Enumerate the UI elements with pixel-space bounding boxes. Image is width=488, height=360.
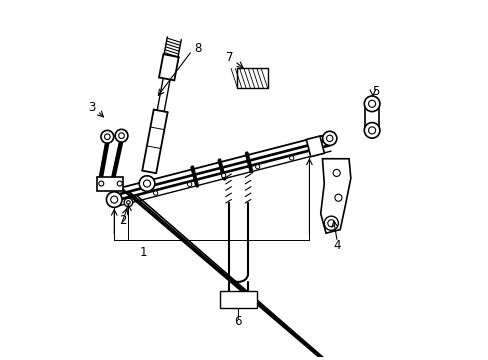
Text: 1: 1 [140, 246, 147, 259]
Circle shape [334, 194, 341, 201]
Circle shape [115, 129, 128, 142]
Text: 6: 6 [234, 315, 242, 328]
Circle shape [143, 180, 150, 187]
Text: 8: 8 [194, 42, 202, 55]
Circle shape [324, 216, 338, 230]
Circle shape [99, 181, 103, 186]
Circle shape [332, 169, 340, 176]
Circle shape [221, 174, 225, 177]
Circle shape [124, 198, 132, 207]
Circle shape [110, 196, 118, 203]
Text: 4: 4 [332, 239, 340, 252]
Text: 7: 7 [225, 51, 233, 64]
Circle shape [327, 220, 334, 227]
Circle shape [117, 181, 122, 186]
Circle shape [289, 156, 293, 160]
Circle shape [187, 182, 191, 186]
Bar [219, 291, 256, 307]
Polygon shape [320, 159, 350, 233]
Circle shape [255, 165, 259, 169]
Circle shape [119, 133, 124, 139]
Circle shape [106, 192, 122, 207]
Circle shape [104, 134, 110, 140]
Circle shape [322, 131, 336, 145]
Circle shape [153, 191, 158, 195]
Text: 2: 2 [119, 214, 126, 227]
Circle shape [368, 127, 375, 134]
Circle shape [364, 96, 379, 112]
Text: 3: 3 [87, 101, 95, 114]
Bar [237, 68, 267, 88]
Bar [97, 177, 123, 191]
Polygon shape [305, 136, 324, 157]
Circle shape [364, 123, 379, 138]
Circle shape [101, 130, 114, 143]
Text: 5: 5 [371, 85, 379, 98]
Circle shape [126, 201, 130, 204]
Circle shape [368, 100, 375, 107]
Circle shape [139, 176, 155, 192]
Circle shape [326, 135, 332, 141]
